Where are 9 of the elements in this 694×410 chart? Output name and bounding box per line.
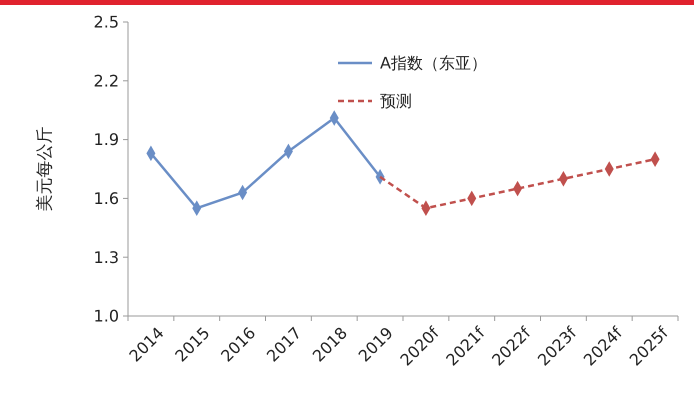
y-tick-label: 1.3 [94,248,119,267]
y-tick-label: 2.5 [94,12,119,32]
legend-label: 预测 [380,92,412,111]
y-tick-label: 1.6 [94,189,119,208]
y-tick-label: 1.0 [94,306,119,326]
legend-label: A指数（东亚） [380,54,487,73]
y-tick-label: 2.2 [94,71,119,90]
y-axis-title: 美元每公斤 [35,126,55,212]
y-tick-label: 1.9 [94,130,119,150]
